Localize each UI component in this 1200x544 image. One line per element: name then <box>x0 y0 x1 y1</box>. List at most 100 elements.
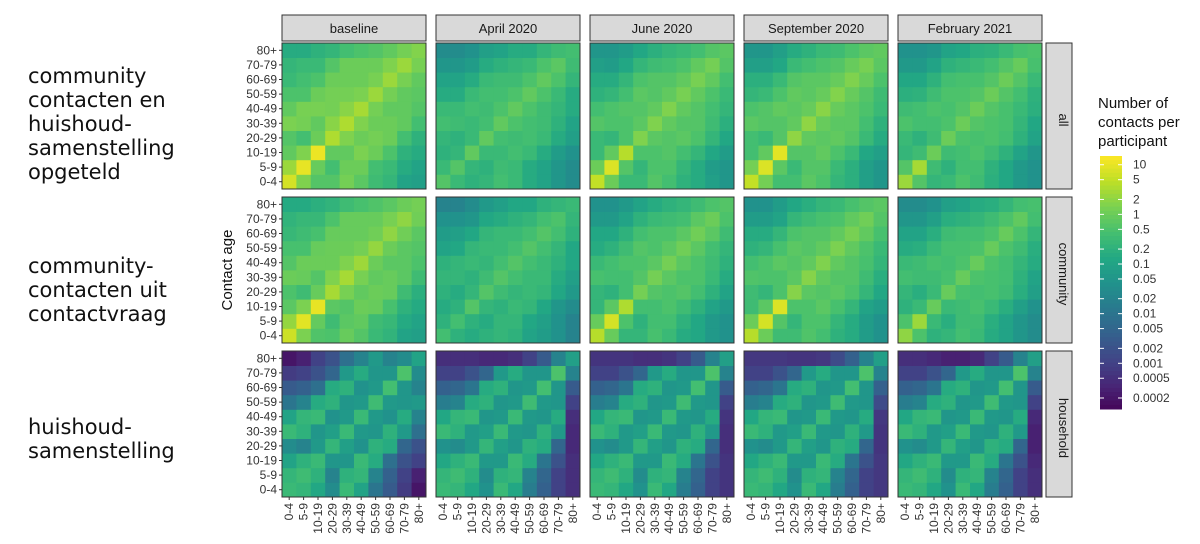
heatmap-cell <box>772 365 788 381</box>
heatmap-cell <box>354 130 369 146</box>
heatmap-cell <box>719 482 735 498</box>
facet-strip-right <box>1045 350 1073 498</box>
heatmap-cell <box>633 365 648 381</box>
heatmap-cell <box>772 255 788 271</box>
heatmap-cell <box>647 72 663 88</box>
heatmap-cell <box>955 197 971 212</box>
heatmap-cell <box>705 424 720 439</box>
heatmap-cell <box>382 299 398 315</box>
x-tick-label: 5-9 <box>605 503 619 521</box>
heatmap-cell <box>551 211 566 227</box>
heatmap-cell <box>690 43 706 58</box>
heatmap-cell <box>508 438 523 454</box>
heatmap-cell <box>647 116 663 131</box>
heatmap-cell <box>354 299 369 315</box>
heatmap-cell <box>536 159 552 175</box>
heatmap-cell <box>551 284 566 300</box>
heatmap-cell <box>590 72 605 88</box>
heatmap-cell <box>565 328 581 344</box>
heatmap-cell <box>450 145 466 161</box>
heatmap-cell <box>941 255 956 271</box>
heatmap-cell <box>772 467 788 483</box>
heatmap-cell <box>604 313 620 329</box>
heatmap-cell <box>604 365 620 381</box>
panel-border <box>435 196 581 344</box>
heatmap-cell <box>830 86 846 102</box>
heatmap-cell <box>898 453 913 469</box>
heatmap-cell <box>801 409 817 425</box>
heatmap-cell <box>787 351 802 366</box>
heatmap-cell <box>758 145 774 161</box>
heatmap-cell <box>898 380 913 396</box>
legend-colorbar-segment <box>1100 366 1122 372</box>
heatmap-cell <box>565 270 581 285</box>
heatmap-cell <box>676 482 692 498</box>
heatmap-cell <box>450 130 466 146</box>
y-tick-label: 5-9 <box>260 160 278 174</box>
heatmap-cell <box>676 299 692 315</box>
heatmap-cell <box>618 72 634 88</box>
heatmap-cell <box>941 351 956 366</box>
heatmap-cell <box>536 43 552 58</box>
heatmap-cell <box>493 226 509 242</box>
heatmap-cell <box>522 101 538 117</box>
heatmap-cell <box>493 438 509 454</box>
heatmap-cell <box>801 197 817 212</box>
heatmap-cell <box>296 255 312 271</box>
heatmap-cell <box>368 211 384 227</box>
heatmap-cell <box>787 380 802 396</box>
heatmap-cell <box>662 482 677 498</box>
heatmap-cell <box>1013 72 1028 88</box>
heatmap-cell <box>647 328 663 344</box>
heatmap-cell <box>859 174 874 190</box>
heatmap-cell <box>844 211 860 227</box>
heatmap-cell <box>844 424 860 439</box>
facet-strip-right <box>1045 42 1073 190</box>
heatmap-cell <box>662 365 677 381</box>
heatmap-cell <box>844 284 860 300</box>
heatmap-cell <box>450 453 466 469</box>
heatmap-cell <box>772 211 788 227</box>
heatmap-cell <box>647 159 663 175</box>
heatmap-cell <box>325 394 340 410</box>
heatmap-cell <box>844 409 860 425</box>
heatmap-cell <box>676 174 692 190</box>
heatmap-cell <box>325 255 340 271</box>
heatmap-cell <box>436 467 451 483</box>
heatmap-cell <box>522 174 538 190</box>
heatmap-cell <box>411 72 427 88</box>
heatmap-cell <box>830 351 846 366</box>
heatmap-cell <box>397 394 412 410</box>
heatmap-cell <box>464 211 480 227</box>
heatmap-cell <box>536 299 552 315</box>
heatmap-cell <box>508 130 523 146</box>
heatmap-cell <box>450 409 466 425</box>
heatmap-cell <box>690 453 706 469</box>
heatmap-cell <box>604 284 620 300</box>
heatmap-cell <box>873 328 889 344</box>
heatmap-cell <box>676 380 692 396</box>
heatmap-cell <box>368 72 384 88</box>
heatmap-cell <box>801 226 817 242</box>
heatmap-cell <box>522 211 538 227</box>
heatmap-cell <box>970 284 985 300</box>
heatmap-cell <box>508 174 523 190</box>
heatmap-cell <box>604 409 620 425</box>
heatmap-cell <box>941 130 956 146</box>
heatmap-cell <box>955 101 971 117</box>
legend-colorbar-segment <box>1100 215 1122 220</box>
heatmap-cell <box>382 313 398 329</box>
legend-colorbar-segment <box>1100 206 1122 212</box>
heatmap-cell <box>898 299 913 315</box>
heatmap-cell <box>758 380 774 396</box>
legend-colorbar-segment <box>1100 244 1122 250</box>
heatmap-cell <box>508 240 523 256</box>
heatmap-cell <box>719 101 735 117</box>
heatmap-cell <box>647 284 663 300</box>
heatmap-cell <box>565 365 581 381</box>
heatmap-cell <box>998 57 1014 73</box>
heatmap-cell <box>296 197 312 212</box>
heatmap-cell <box>325 438 340 454</box>
heatmap-cell <box>382 211 398 227</box>
heatmap-cell <box>354 482 369 498</box>
